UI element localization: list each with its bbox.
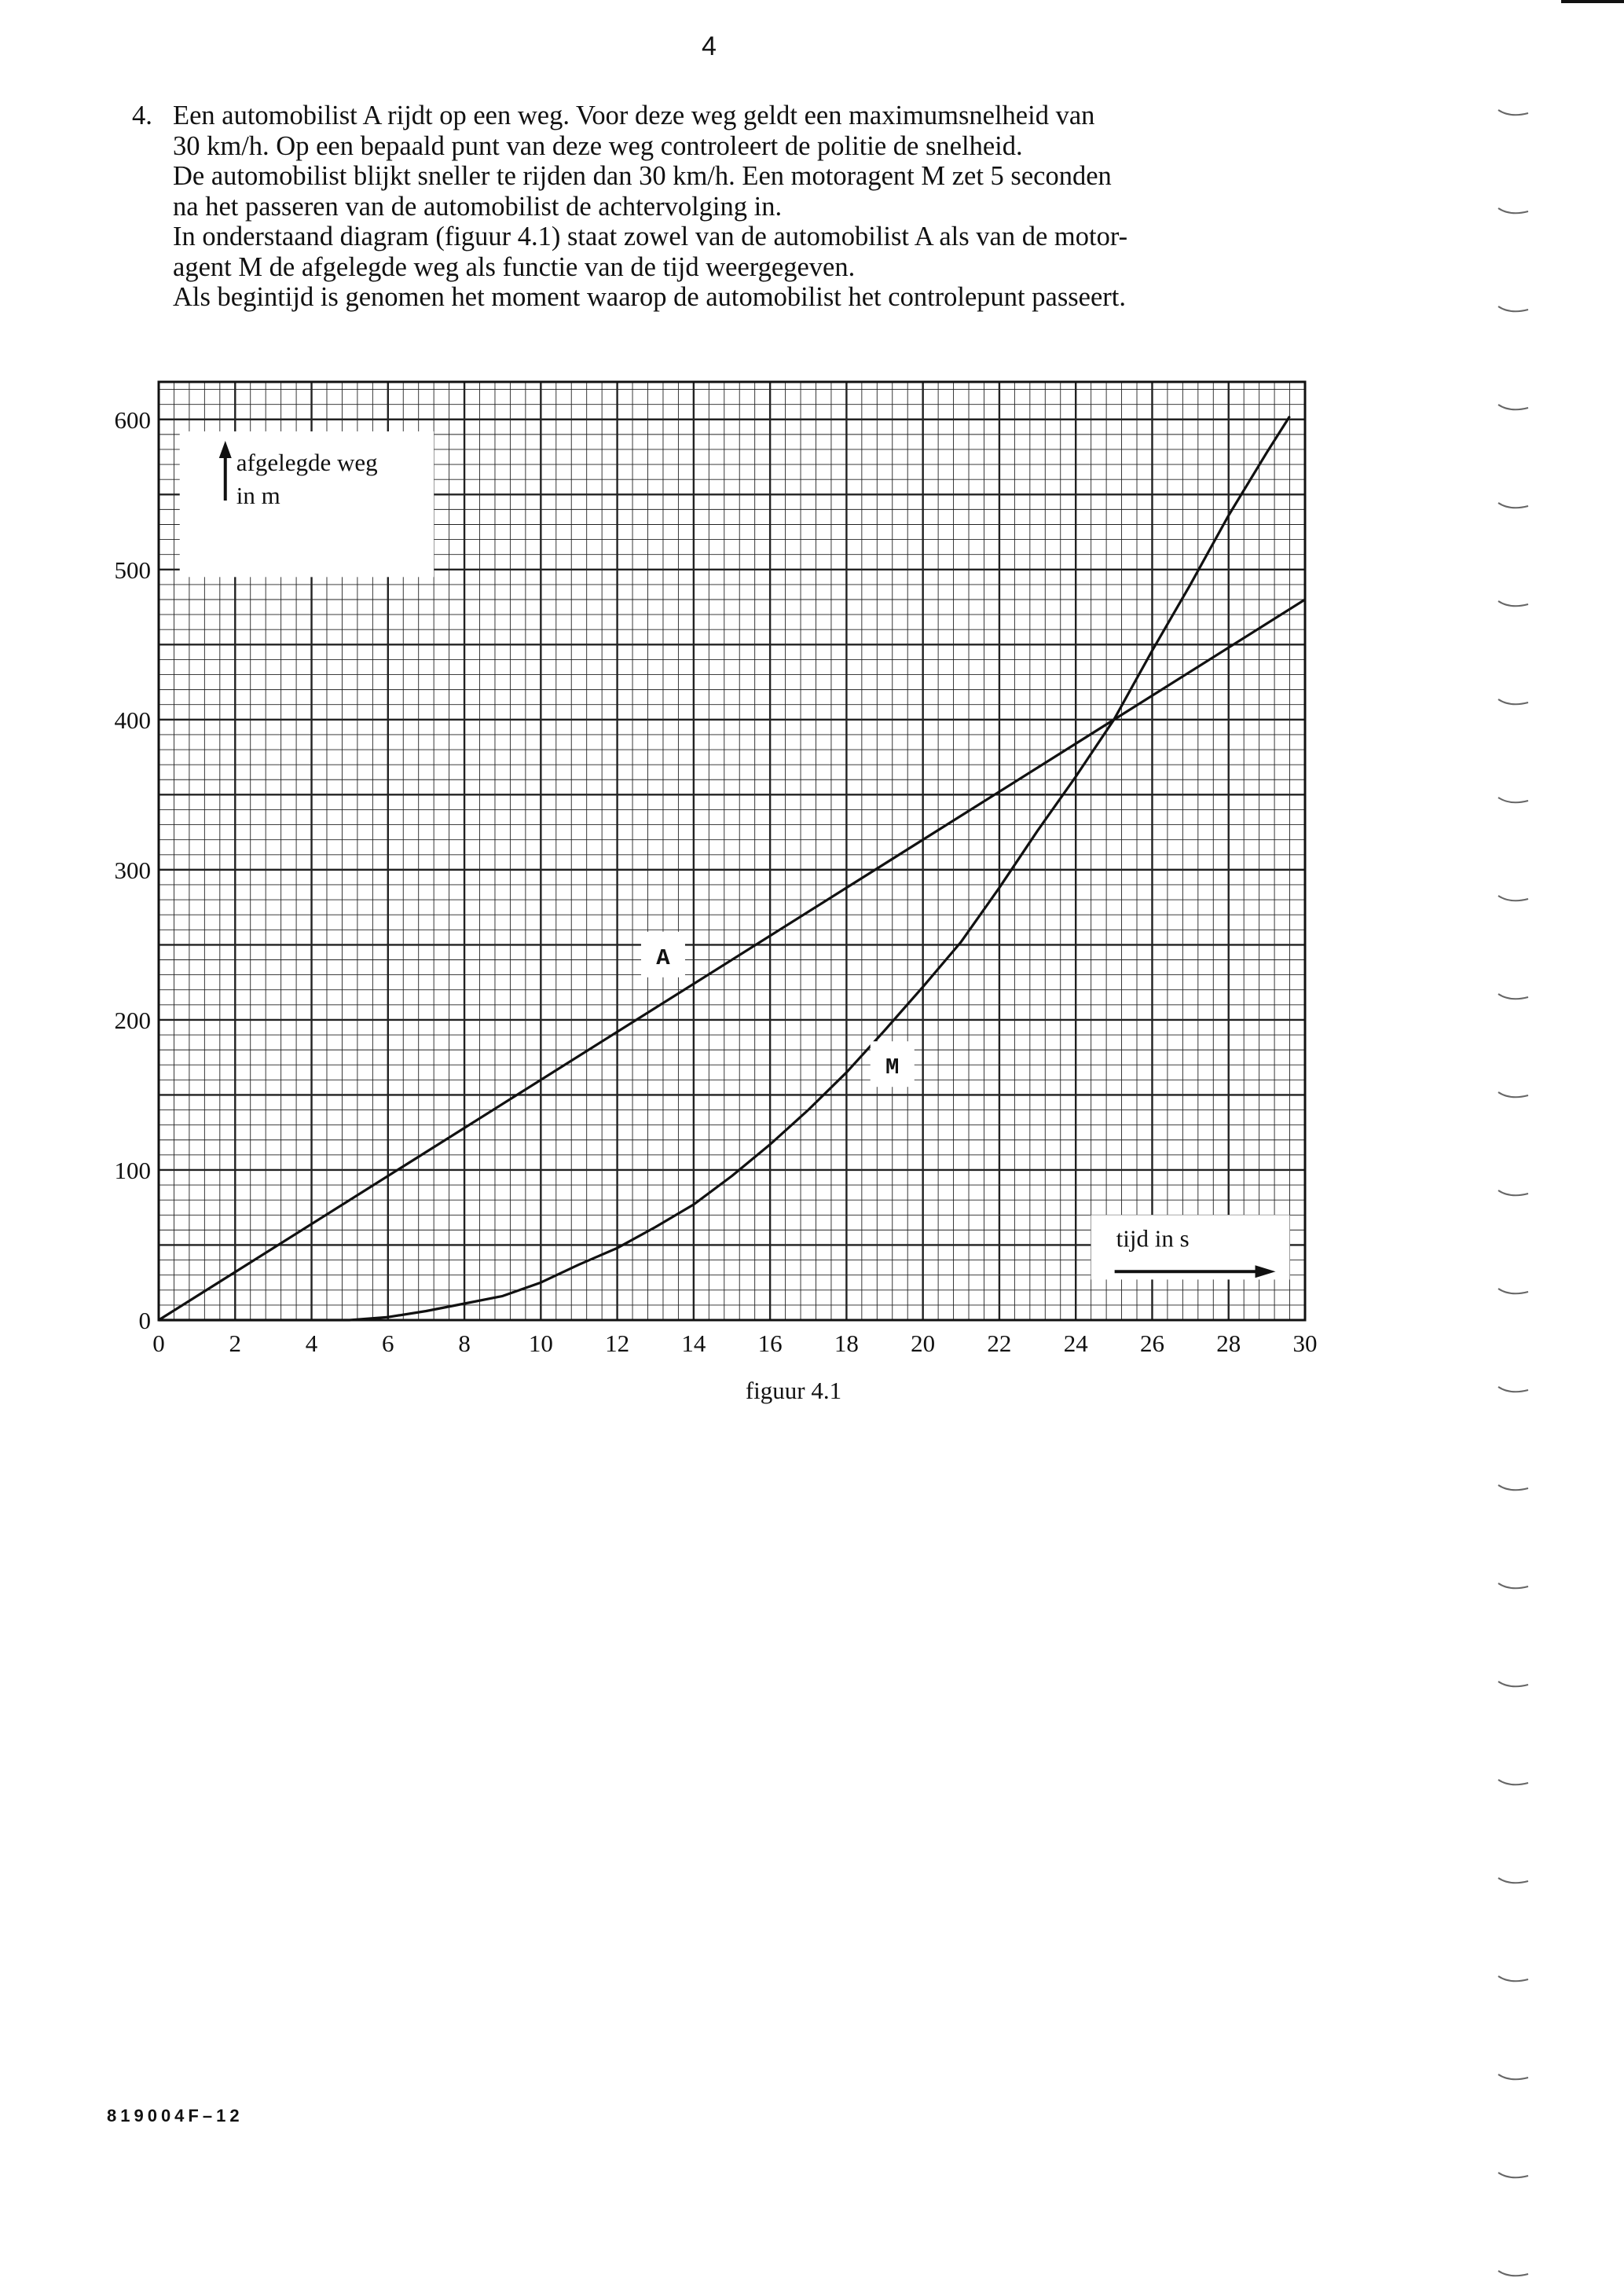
margin-mark bbox=[1498, 502, 1529, 509]
x-tick-label: 8 bbox=[458, 1330, 471, 1357]
y-tick-label: 0 bbox=[139, 1307, 152, 1334]
margin-mark bbox=[1498, 306, 1529, 313]
question-line: agent M de afgelegde weg als functie van… bbox=[173, 251, 856, 282]
margin-mark bbox=[1498, 1091, 1529, 1098]
margin-mark bbox=[1498, 1779, 1529, 1786]
x-tick-label: 14 bbox=[681, 1330, 706, 1357]
x-tick-label: 6 bbox=[382, 1330, 394, 1357]
series-label-box bbox=[640, 931, 685, 977]
distance-time-chart: AM 0 2 4 6 8 10 12 14 16 18 20 22 24 26 28 300100200300… bbox=[115, 380, 1318, 1357]
x-tick-label: 12 bbox=[605, 1330, 629, 1357]
series-label-box bbox=[870, 1041, 915, 1087]
y-tick-label: 100 bbox=[115, 1157, 152, 1184]
y-tick-label: 600 bbox=[115, 406, 152, 434]
y-tick-label: 400 bbox=[115, 706, 152, 734]
x-tick-label: 16 bbox=[758, 1330, 783, 1357]
tick-labels: 0 2 4 6 8 10 12 14 16 18 20 22 24 26 28 300100200300400… bbox=[115, 406, 1318, 1357]
margin-mark bbox=[1498, 1975, 1529, 1982]
x-tick-label: 0 bbox=[152, 1330, 165, 1357]
series-layer bbox=[158, 416, 1306, 1322]
margin-mark bbox=[1498, 207, 1529, 215]
x-tick-label: 28 bbox=[1216, 1330, 1241, 1357]
question-line: na het passeren van de automobilist de a… bbox=[173, 191, 783, 222]
up-arrow-head-icon bbox=[218, 441, 232, 459]
question-line: Een automobilist A rijdt op een weg. Voo… bbox=[173, 101, 1095, 130]
right-arrow-head-icon bbox=[1255, 1265, 1276, 1278]
margin-mark bbox=[1498, 699, 1529, 706]
margin-mark bbox=[1498, 404, 1529, 411]
y-tick-label: 500 bbox=[115, 556, 152, 584]
axis-titles: afgelegde weg in m tijd in s bbox=[179, 431, 1290, 1280]
question-line: De automobilist blijkt sneller te rijden… bbox=[173, 161, 1112, 191]
x-tick-label: 20 bbox=[911, 1330, 935, 1357]
corner-mark bbox=[1561, 0, 1624, 3]
x-tick-label: 30 bbox=[1293, 1330, 1318, 1357]
x-tick-label: 18 bbox=[834, 1330, 859, 1357]
series-line-M bbox=[350, 416, 1291, 1322]
margin-mark bbox=[1498, 109, 1529, 116]
document-code: 819004F–12 bbox=[107, 2106, 244, 2125]
y-tick-label: 300 bbox=[115, 856, 152, 884]
margin-mark bbox=[1498, 1484, 1529, 1491]
binding-margin-marks bbox=[1498, 0, 1624, 2277]
x-axis-title: tijd in s bbox=[1116, 1224, 1190, 1252]
margin-mark bbox=[1498, 1288, 1529, 1295]
y-tick-label: 200 bbox=[115, 1007, 152, 1034]
margin-mark bbox=[1498, 2270, 1529, 2277]
y-axis-title-line: in m bbox=[236, 482, 280, 509]
y-axis-title-line: afgelegde weg bbox=[236, 449, 378, 476]
question-number: 4. bbox=[132, 101, 152, 130]
question-text: 4. Een automobilist A rijdt op een weg. … bbox=[132, 101, 1358, 313]
margin-mark bbox=[1498, 895, 1529, 902]
series-labels: AM bbox=[640, 931, 915, 1087]
margin-mark bbox=[1498, 1583, 1529, 1590]
margin-mark bbox=[1498, 1190, 1529, 1197]
question-line: 30 km/h. Op een bepaald punt van deze we… bbox=[173, 130, 1023, 161]
question-line: Als begintijd is genomen het moment waar… bbox=[173, 282, 1126, 312]
x-tick-label: 10 bbox=[529, 1330, 553, 1357]
series-label-M: M bbox=[885, 1054, 899, 1080]
x-tick-label: 22 bbox=[987, 1330, 1011, 1357]
margin-mark bbox=[1498, 2172, 1529, 2179]
plot-frame bbox=[157, 380, 1307, 1322]
x-tick-label: 4 bbox=[306, 1330, 318, 1357]
x-tick-label: 2 bbox=[229, 1330, 242, 1357]
margin-mark bbox=[1498, 993, 1529, 1000]
margin-mark bbox=[1498, 1386, 1529, 1393]
margin-mark bbox=[1498, 1877, 1529, 1884]
grid-major bbox=[157, 382, 1307, 1322]
question-line: In onderstaand diagram (figuur 4.1) staa… bbox=[173, 222, 1128, 251]
page-number: 4 bbox=[702, 31, 717, 61]
figure-caption: figuur 4.1 bbox=[745, 1377, 842, 1404]
series-label-A: A bbox=[656, 945, 670, 971]
margin-mark bbox=[1498, 1681, 1529, 1688]
margin-mark bbox=[1498, 797, 1529, 804]
x-tick-label: 24 bbox=[1064, 1330, 1089, 1357]
margin-mark bbox=[1498, 600, 1529, 607]
plot-border bbox=[157, 380, 1307, 1322]
margin-mark bbox=[1498, 2074, 1529, 2081]
x-tick-label: 26 bbox=[1140, 1330, 1164, 1357]
